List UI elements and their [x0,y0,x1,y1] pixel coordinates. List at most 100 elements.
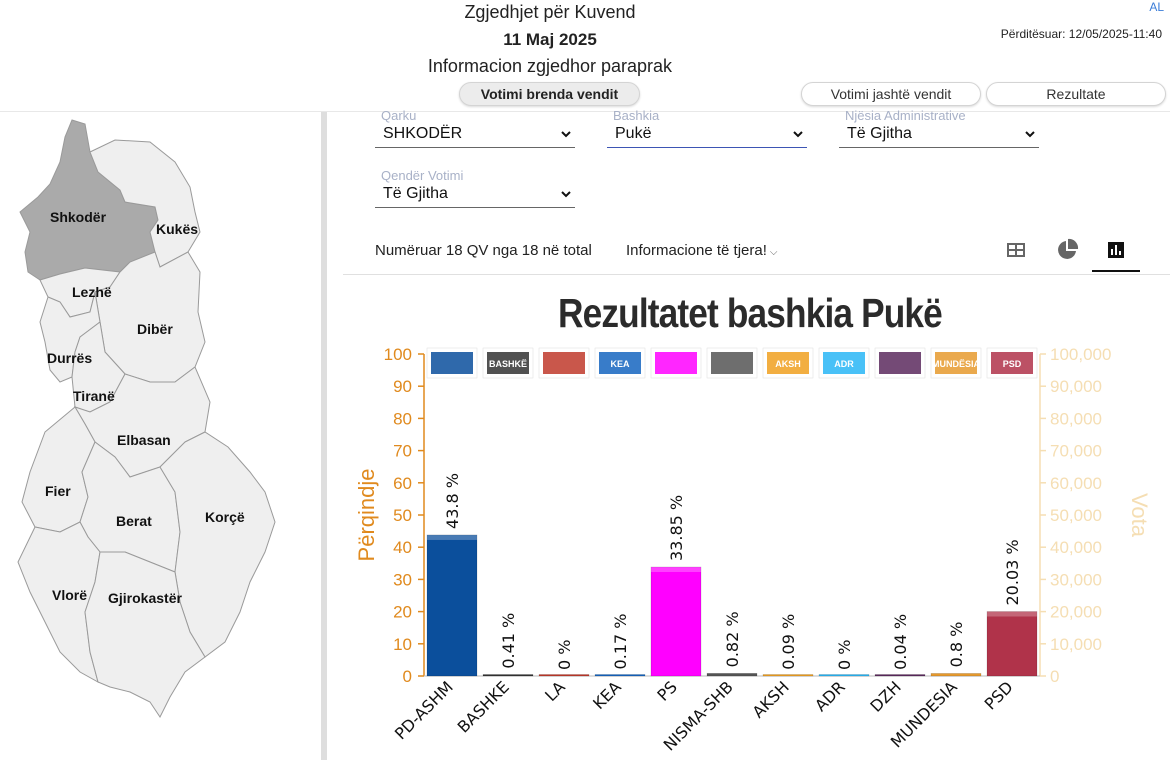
election-title: Zgjedhjet për Kuvend [464,2,636,22]
y2-tick-label: 60,000 [1050,474,1102,493]
y2-tick-label: 80,000 [1050,409,1102,428]
party-logo-fill [767,352,809,374]
bashkia-value: Pukë [615,125,652,142]
bashkia-label: Bashkia [613,108,660,123]
pie-chart-icon[interactable] [1055,238,1079,262]
election-date: 11 Maj 2025 [503,30,597,49]
party-logo-text: AKSH [775,359,801,369]
bar-value-label: 0 % [835,640,854,670]
chevron-down-icon: ⌵ [769,247,778,258]
qendra-value: Të Gjitha [383,185,448,202]
category-label: AKSH [749,677,793,721]
y-tick-label: 20 [393,603,412,622]
y2-tick-label: 100,000 [1050,345,1111,364]
bar-value-label: 0 % [555,640,574,670]
bar-psd [986,611,1038,677]
bar-value-label: 0.17 % [611,614,630,670]
y-tick-label: 70 [393,442,412,461]
y-tick-label: 40 [393,538,412,557]
y-tick-label: 80 [393,409,412,428]
bar-dzh [874,674,926,677]
category-label: PS [653,677,680,704]
chart-title: Rezultatet bashkia Pukë [558,290,943,336]
region-gjirokaster[interactable] [84,551,206,718]
map-label-elbasan: Elbasan [117,432,171,448]
party-logo-fill [879,352,921,374]
bar-chart-icon[interactable] [1104,238,1128,262]
qarku-select[interactable]: SHKODËR [375,122,575,148]
y-axis-title: Përqindje [354,469,379,562]
party-logo-text: KEA [610,359,630,369]
y-tick-label: 90 [393,377,412,396]
chevron-down-icon [793,131,803,138]
chevron-down-icon [1025,131,1035,138]
party-logo-text: MUNDËSIA [932,359,981,369]
y-tick-label: 50 [393,506,412,525]
category-label: PD-ASHM [391,677,457,743]
y2-tick-label: 50,000 [1050,506,1102,525]
party-logo-fill [823,352,865,374]
bar-highlight [651,567,701,573]
panel-splitter[interactable] [321,112,327,760]
category-label: PSD [981,677,1017,713]
map-label-fier: Fier [45,483,71,499]
more-info-label: Informacione të tjera! [626,242,767,259]
y2-tick-label: 70,000 [1050,442,1102,461]
qarku-label: Qarku [381,108,417,123]
bar-value-label: 33.85 % [667,495,686,561]
y-tick-label: 30 [393,570,412,589]
bar-mundesia [930,673,982,677]
qendra-select[interactable]: Të Gjitha [375,182,575,208]
y2-tick-label: 20,000 [1050,603,1102,622]
bar-value-label: 0.82 % [723,611,742,667]
bar-kea [594,674,646,677]
y2-tick-label: 0 [1050,667,1059,686]
more-info-dropdown[interactable]: Informacione të tjera! ⌵ [626,242,778,259]
category-label: LA [541,677,569,705]
chevron-down-icon [561,191,571,198]
y2-tick-label: 40,000 [1050,538,1102,557]
qarku-value: SHKODËR [383,125,463,142]
counted-stations: Numëruar 18 QV nga 18 në total [375,242,592,259]
bar-value-label: 0.8 % [947,622,966,668]
bar-nisma-shb [706,673,758,677]
table-icon[interactable] [1004,238,1028,262]
njesia-value: Të Gjitha [847,125,912,142]
y2-axis-title: Vota [1127,493,1152,538]
qendra-label: Qendër Votimi [381,168,464,183]
last-updated: Përditësuar: 12/05/2025-11:40 [1000,27,1162,41]
party-logo-text: ADR [834,359,854,369]
results-button[interactable]: Rezultate [986,82,1166,106]
category-label: ADR [811,677,849,715]
region-korce[interactable] [159,431,276,658]
map-label-diber: Dibër [137,321,173,337]
bar-adr [818,674,870,677]
y2-tick-label: 10,000 [1050,635,1102,654]
election-subtitle: Informacion zgjedhor paraprak [427,56,673,76]
albania-map: Shkodër Kukës Lezhë Dibër Durrës Tiranë … [0,112,320,760]
language-link[interactable]: AL [1149,0,1164,14]
party-logo-fill [991,352,1033,374]
y2-tick-label: 30,000 [1050,570,1102,589]
bar-highlight [987,611,1037,617]
map-label-kukes: Kukës [156,221,198,237]
map-label-gjirokaster: Gjirokastër [108,590,182,606]
bar-highlight [427,534,477,540]
party-logo-fill [935,352,977,374]
abroad-button[interactable]: Votimi jashtë vendit [801,82,981,106]
bar-bashke [482,674,534,677]
bar-ps [650,566,702,677]
inside-country-button[interactable]: Votimi brenda vendit [459,82,640,106]
party-logo-fill [487,352,529,374]
map-label-berat: Berat [116,513,152,529]
bar-value-label: 0.04 % [891,614,910,670]
y-tick-label: 60 [393,474,412,493]
party-logo-fill [431,352,473,374]
y-tick-label: 100 [384,345,412,364]
y2-tick-label: 90,000 [1050,377,1102,396]
party-logo-fill [599,352,641,374]
njesia-select[interactable]: Të Gjitha [839,122,1039,148]
bashkia-select[interactable]: Pukë [607,122,807,148]
header-divider [0,111,1170,112]
bar-value-label: 20.03 % [1003,539,1022,605]
